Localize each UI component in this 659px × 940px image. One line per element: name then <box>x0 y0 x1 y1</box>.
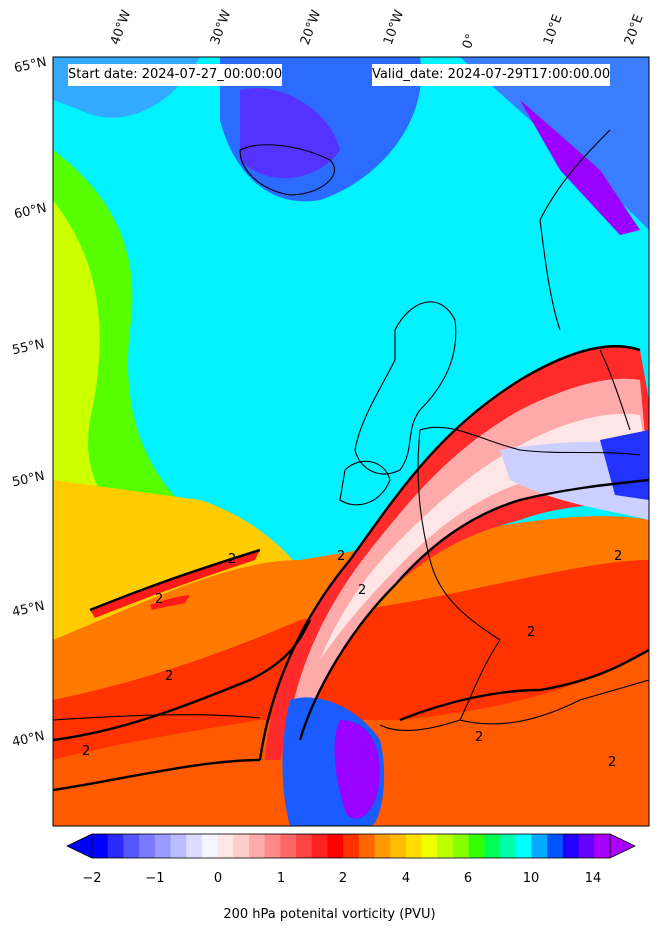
colorbar-bin <box>92 834 109 858</box>
colorbar-tick-label: 0 <box>213 871 223 886</box>
contour-labels: 2 2 2 2 2 2 2 2 2 2 <box>82 549 622 770</box>
colorbar-bin <box>186 834 203 858</box>
coastlines <box>53 129 649 731</box>
colorbar-bin <box>405 834 423 858</box>
contour-label: 2 <box>614 549 622 564</box>
colorbar-bin <box>515 834 533 858</box>
valid-date-label: Valid_date: 2024-07-29T17:00:00.00 <box>372 64 611 86</box>
colorbar-bin <box>264 834 281 858</box>
colorbar-frame <box>91 833 611 859</box>
colorbar-title: 200 hPa potenital vorticity (PVU) <box>223 907 436 922</box>
map-frame <box>52 56 650 827</box>
start-date-label: Start date: 2024-07-27_00:00:00 <box>68 64 283 86</box>
colorbar-bin <box>327 834 344 858</box>
colorbar-arrow-low <box>66 833 93 859</box>
colorbar-bin <box>374 834 391 858</box>
colorbar-bin <box>123 834 140 858</box>
colorbar-bin <box>139 834 156 858</box>
colorbar-tick-label: 10 <box>522 871 540 886</box>
colorbar-bin <box>343 834 360 858</box>
colorbar-bin <box>421 834 438 858</box>
colorbar-bin <box>578 834 595 858</box>
colorbar-bin <box>468 834 485 858</box>
colorbar-bin <box>296 834 313 858</box>
contour-label: 2 <box>358 583 366 598</box>
contour-label: 2 <box>527 625 535 640</box>
colorbar-bin <box>248 834 266 858</box>
contour-label: 2 <box>82 744 90 759</box>
colorbar-bin <box>201 834 219 858</box>
colorbar-bin <box>107 834 124 858</box>
colorbar-tick-label: 14 <box>584 871 602 886</box>
colorbar-bin <box>280 834 297 858</box>
colorbar-tick-label: −2 <box>82 871 102 886</box>
colorbar-bin <box>547 834 564 858</box>
colorbar-bin <box>484 834 501 858</box>
colorbar-tick-label: 2 <box>338 871 348 886</box>
colorbar-tick-label: 4 <box>401 871 411 886</box>
colorbar <box>66 833 636 859</box>
colorbar-bin <box>500 834 517 858</box>
contour-label: 2 <box>165 669 173 684</box>
contour-label: 2 <box>228 552 236 567</box>
colorbar-bin <box>594 834 611 858</box>
colorbar-bin <box>531 834 548 858</box>
colorbar-bin <box>453 834 470 858</box>
colorbar-tick-label: 6 <box>463 871 473 886</box>
colorbar-bin <box>358 834 376 858</box>
pv-2-contour <box>53 345 649 792</box>
colorbar-bin <box>311 834 328 858</box>
colorbar-tick-label: 1 <box>276 871 286 886</box>
contour-label: 2 <box>337 549 345 564</box>
colorbar-bin <box>154 834 171 858</box>
colorbar-bin <box>217 834 234 858</box>
colorbar-bin <box>437 834 454 858</box>
colorbar-tick-label: −1 <box>145 871 165 886</box>
pv-field: 2 2 2 2 2 2 2 2 2 2 <box>53 57 649 826</box>
colorbar-arrow-high <box>609 833 636 859</box>
contour-label: 2 <box>155 592 163 607</box>
colorbar-bin <box>390 834 407 858</box>
colorbar-bin <box>233 834 250 858</box>
colorbar-bin <box>170 834 187 858</box>
colorbar-bin <box>562 834 580 858</box>
contour-label: 2 <box>608 755 616 770</box>
contour-label: 2 <box>475 730 483 745</box>
